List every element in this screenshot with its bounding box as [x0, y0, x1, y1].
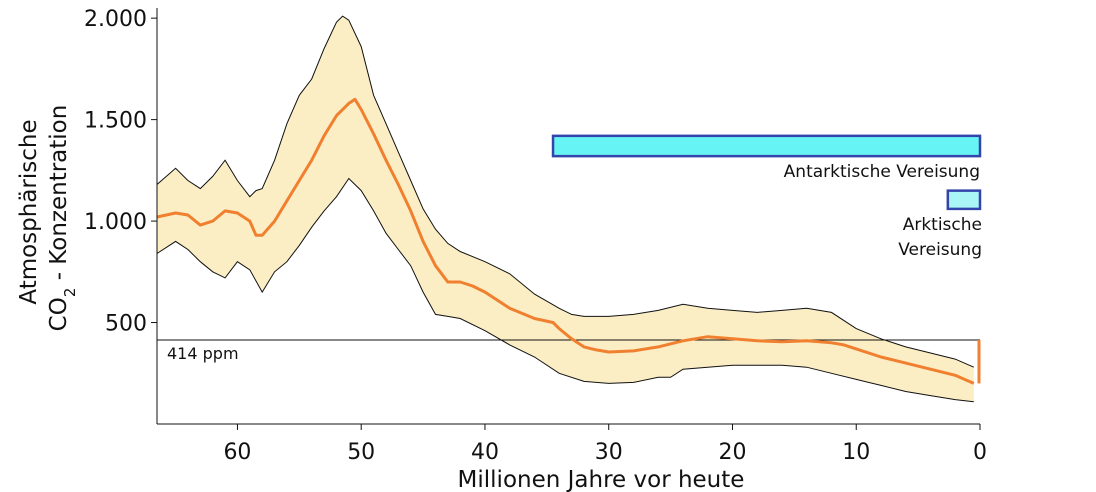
- axes-layer: [156, 8, 980, 425]
- arctic-glaciation-label-line: Arktische: [903, 215, 982, 235]
- x-tick-label: 60: [223, 440, 251, 465]
- y-tick-label: 2.000: [84, 7, 147, 32]
- x-tick-label: 0: [973, 440, 987, 465]
- arctic-glaciation-label-line: Vereisung: [898, 240, 982, 260]
- x-tick-label: 20: [718, 440, 746, 465]
- y-tick-label: 500: [105, 312, 147, 337]
- y-axis-title-prefix: CO: [46, 297, 72, 331]
- y-tick-label: 1.500: [84, 109, 147, 134]
- y-axis-title-subscript: 2: [61, 288, 79, 298]
- y-axis-title-line2: CO2 - Konzentration: [46, 105, 79, 332]
- antarctic-glaciation-bar: [551, 134, 982, 158]
- arctic-glaciation-bar: [946, 189, 982, 211]
- upper-bound-line: [156, 15, 974, 368]
- y-tick-label: 1.000: [84, 210, 147, 235]
- uncertainty-band-layer: 414 ppm: [156, 15, 981, 403]
- x-tick-label: 40: [471, 440, 499, 465]
- lower-bound-line: [156, 177, 974, 403]
- uncertainty-band: [157, 16, 974, 402]
- y-axis-title-suffix: - Konzentration: [46, 105, 72, 288]
- reference-line-label: 414 ppm: [167, 344, 239, 363]
- mean-co2-line: [156, 97, 975, 385]
- antarctic-glaciation-label: Antarktische Vereisung: [784, 162, 980, 182]
- x-tick-label: 10: [842, 440, 870, 465]
- x-tick-label: 30: [595, 440, 623, 465]
- x-tick-label: 50: [347, 440, 375, 465]
- y-axis-title-line1: Atmosphärische: [16, 119, 42, 304]
- annotations-layer: Antarktische Vereisung Arktische Vereisung: [551, 134, 982, 260]
- x-axis-title: Millionen Jahre vor heute: [458, 467, 745, 492]
- ticks-layer: 500 1.000 1.500 2.000 60 50 40 30 20 10 0: [84, 7, 987, 465]
